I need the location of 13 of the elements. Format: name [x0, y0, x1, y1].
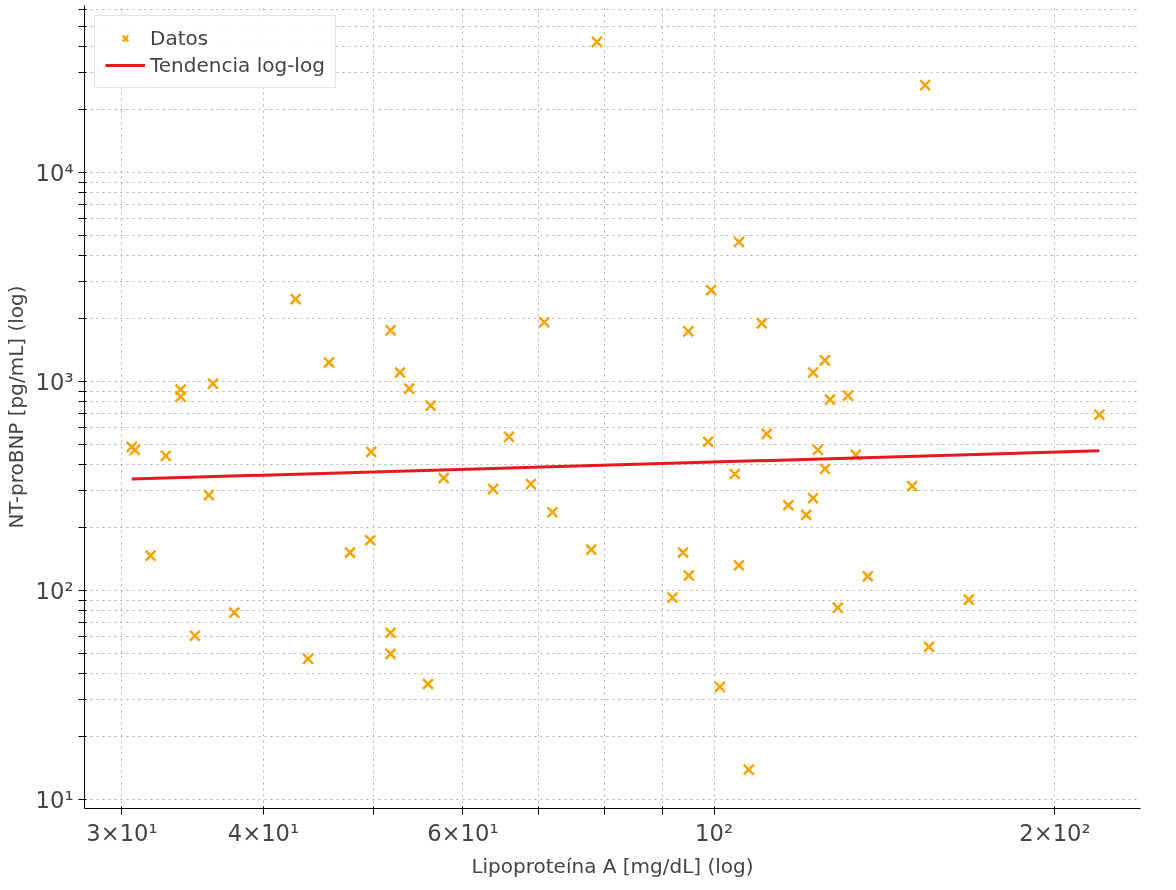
y-tick-label: 10¹ [35, 786, 74, 813]
x-tick-label: 6×10¹ [427, 819, 499, 846]
y-axis-title: NT-proBNP [pg/mL] (log) [3, 285, 28, 529]
x-axis-title: Lipoproteína A [mg/dL] (log) [471, 853, 754, 878]
x-tick-label: 2×10² [1019, 819, 1091, 846]
y-tick-label: 10⁴ [35, 159, 74, 186]
legend-label: Datos [150, 26, 209, 50]
y-tick-label: 10³ [35, 368, 74, 395]
x-tick-label: 10² [695, 819, 734, 846]
legend-label: Tendencia log-log [150, 53, 325, 77]
x-tick-label: 3×10¹ [86, 819, 158, 846]
x-tick-label: 4×10¹ [227, 819, 300, 846]
y-tick-label: 10² [35, 577, 74, 604]
